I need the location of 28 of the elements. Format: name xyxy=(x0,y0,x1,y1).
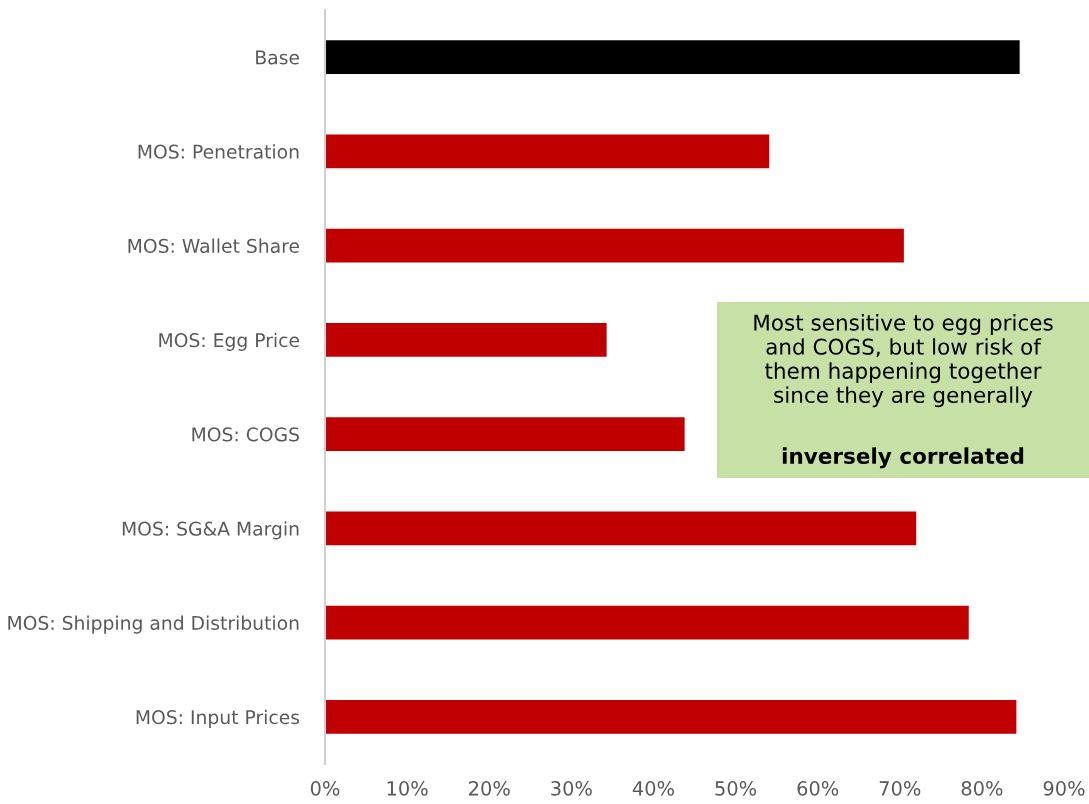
bar xyxy=(325,40,1020,75)
annotation: inversely correlated xyxy=(782,447,1024,469)
x-tick-label: 20% xyxy=(469,781,510,796)
x-tick-label: 60% xyxy=(797,781,839,796)
x-tick-label: 70% xyxy=(879,781,921,796)
bar xyxy=(325,511,917,546)
annotation: Most sensitive to egg prices and COGS, but low risk of them happening together since they are generally xyxy=(754,314,1053,408)
x-tick-label: 50% xyxy=(715,781,757,796)
bar xyxy=(325,417,685,452)
y-tick-label: Base xyxy=(256,50,299,65)
bar xyxy=(325,322,607,357)
y-tick-label: MOS: Penetration xyxy=(138,144,299,159)
x-tick-label: 10% xyxy=(387,781,428,796)
x-tick-label: 40% xyxy=(632,781,674,796)
x-tick-label: 80% xyxy=(961,781,1003,796)
bar xyxy=(325,699,1017,734)
y-tick-label: MOS: Egg Price xyxy=(159,332,299,351)
bar xyxy=(325,134,770,169)
y-tick-label: MOS: Input Prices xyxy=(136,709,300,728)
x-tick-label: 0% xyxy=(310,781,340,796)
bar xyxy=(325,228,904,263)
bar xyxy=(325,605,969,640)
y-tick-label: MOS: SG&A Margin xyxy=(122,521,299,540)
y-tick-label: MOS: Shipping and Distribution xyxy=(8,615,299,634)
x-tick-label: 30% xyxy=(551,781,592,796)
y-tick-label: MOS: Wallet Share xyxy=(128,238,299,254)
x-tick-label: 90% xyxy=(1043,781,1085,796)
y-tick-label: MOS: COGS xyxy=(192,427,299,442)
